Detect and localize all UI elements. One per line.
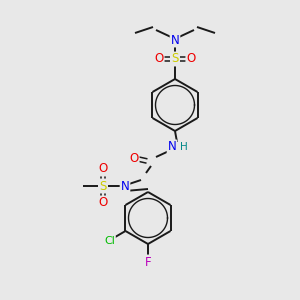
Text: N: N (171, 34, 179, 46)
Text: O: O (186, 52, 196, 65)
Text: S: S (99, 179, 107, 193)
Text: F: F (145, 256, 151, 268)
Text: O: O (154, 52, 164, 65)
Text: O: O (129, 152, 139, 166)
Text: N: N (168, 140, 176, 154)
Text: O: O (98, 163, 108, 176)
Text: N: N (121, 179, 129, 193)
Text: O: O (98, 196, 108, 209)
Text: H: H (180, 142, 188, 152)
Text: S: S (171, 52, 179, 65)
Text: Cl: Cl (104, 236, 115, 246)
